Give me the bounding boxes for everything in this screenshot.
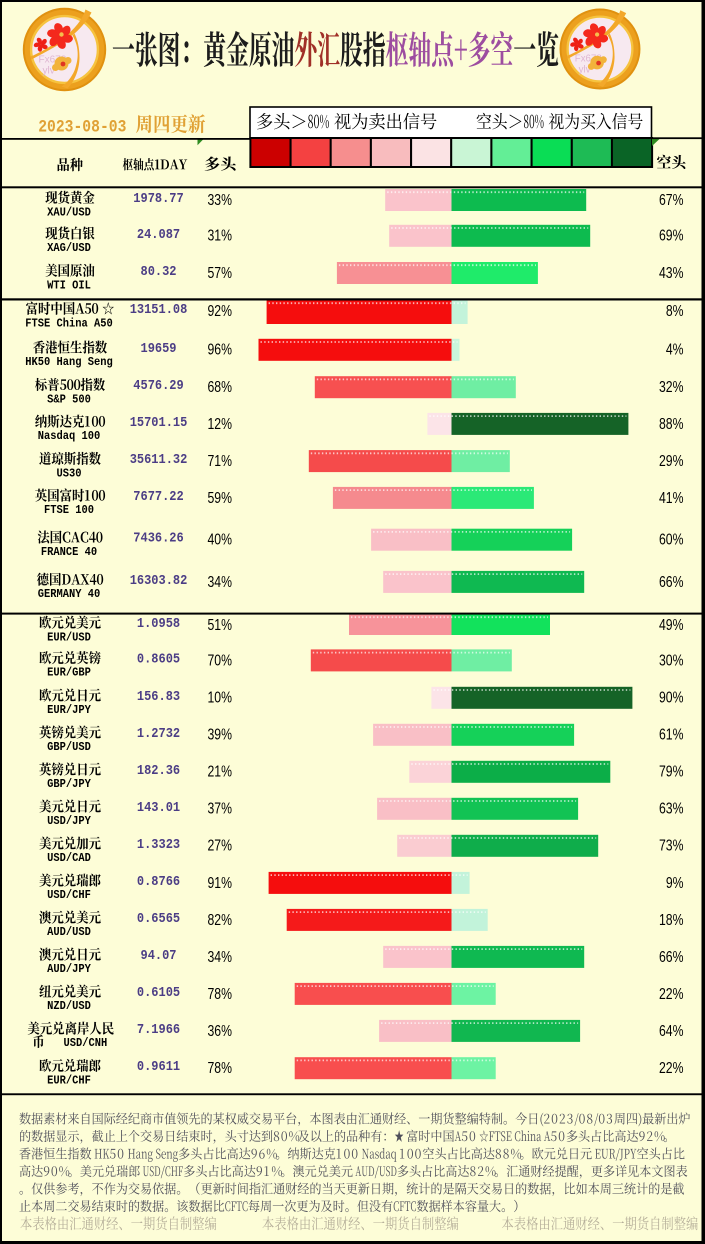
- svg-text:0.8605: 0.8605: [137, 651, 180, 667]
- svg-text:0.6565: 0.6565: [137, 910, 180, 926]
- svg-text:64%: 64%: [659, 1021, 683, 1039]
- svg-text:EUR/CHF: EUR/CHF: [47, 1074, 91, 1088]
- svg-text:73%: 73%: [659, 836, 683, 854]
- svg-text:182.36: 182.36: [137, 762, 180, 778]
- svg-text:36%: 36%: [208, 1021, 232, 1039]
- svg-text:78%: 78%: [208, 1059, 232, 1077]
- svg-text:79%: 79%: [659, 762, 683, 780]
- svg-text:82%: 82%: [208, 910, 232, 928]
- svg-text:7436.26: 7436.26: [133, 530, 184, 546]
- svg-text:19659: 19659: [141, 340, 177, 356]
- svg-text:22%: 22%: [659, 984, 683, 1002]
- svg-text:92%: 92%: [208, 301, 232, 319]
- svg-text:21%: 21%: [208, 762, 232, 780]
- svg-text:68%: 68%: [208, 378, 232, 396]
- svg-text:0.9611: 0.9611: [137, 1058, 180, 1074]
- svg-text:29%: 29%: [659, 452, 683, 470]
- svg-text:13151.08: 13151.08: [130, 301, 188, 317]
- svg-text:1.0958: 1.0958: [137, 615, 180, 631]
- svg-text:66%: 66%: [659, 947, 683, 965]
- svg-text:S&P 500: S&P 500: [47, 393, 91, 407]
- svg-text:WTI OIL: WTI OIL: [47, 279, 91, 293]
- svg-text:71%: 71%: [208, 452, 232, 470]
- svg-text:0.6105: 0.6105: [137, 984, 180, 1000]
- svg-text:49%: 49%: [659, 615, 683, 633]
- svg-text:FRANCE 40: FRANCE 40: [41, 545, 97, 559]
- svg-text:GBP/JPY: GBP/JPY: [47, 777, 91, 791]
- svg-text:61%: 61%: [659, 725, 683, 743]
- svg-text:10%: 10%: [208, 688, 232, 706]
- svg-text:37%: 37%: [208, 799, 232, 817]
- svg-text:1.3323: 1.3323: [137, 836, 180, 852]
- svg-text:9%: 9%: [666, 873, 684, 891]
- svg-text:96%: 96%: [208, 340, 232, 358]
- svg-text:EUR/USD: EUR/USD: [47, 631, 91, 645]
- svg-text:156.83: 156.83: [137, 688, 180, 704]
- svg-text:143.01: 143.01: [137, 799, 180, 815]
- svg-text:63%: 63%: [659, 799, 683, 817]
- svg-text:60%: 60%: [659, 530, 683, 548]
- svg-text:AUD/USD: AUD/USD: [47, 925, 91, 939]
- svg-text:30%: 30%: [659, 651, 683, 669]
- svg-text:4%: 4%: [666, 340, 684, 358]
- svg-text:USD/CAD: USD/CAD: [47, 851, 91, 865]
- svg-text:EUR/JPY: EUR/JPY: [47, 703, 91, 717]
- svg-text:FTSE China A50: FTSE China A50: [25, 317, 113, 331]
- svg-text:39%: 39%: [208, 725, 232, 743]
- svg-text:2023-08-03: 2023-08-03: [38, 117, 126, 136]
- svg-text:43%: 43%: [659, 263, 683, 281]
- svg-text:32%: 32%: [659, 378, 683, 396]
- svg-text:16303.82: 16303.82: [130, 572, 188, 588]
- svg-text:Nasdaq 100: Nasdaq 100: [38, 429, 101, 443]
- svg-text:66%: 66%: [659, 572, 683, 590]
- svg-text:EUR/GBP: EUR/GBP: [47, 666, 91, 680]
- svg-text:XAU/USD: XAU/USD: [47, 206, 91, 220]
- svg-text:34%: 34%: [208, 572, 232, 590]
- svg-text:HK50 Hang Seng: HK50 Hang Seng: [25, 355, 113, 369]
- svg-text:94.07: 94.07: [141, 947, 177, 963]
- svg-text:51%: 51%: [208, 615, 232, 633]
- svg-text:GBP/USD: GBP/USD: [47, 740, 91, 754]
- svg-text:69%: 69%: [659, 226, 683, 244]
- svg-text:XAG/USD: XAG/USD: [47, 241, 91, 255]
- svg-text:88%: 88%: [659, 414, 683, 432]
- svg-text:67%: 67%: [659, 190, 683, 208]
- svg-text:59%: 59%: [208, 488, 232, 506]
- svg-text:USD/JPY: USD/JPY: [47, 814, 91, 828]
- svg-text:FTSE 100: FTSE 100: [44, 503, 94, 517]
- svg-text:US30: US30: [57, 467, 82, 481]
- svg-text:18%: 18%: [659, 910, 683, 928]
- svg-text:NZD/USD: NZD/USD: [47, 999, 91, 1013]
- svg-text:31%: 31%: [208, 226, 232, 244]
- svg-text:7677.22: 7677.22: [133, 488, 183, 504]
- svg-text:1.2732: 1.2732: [137, 725, 180, 741]
- svg-text:90%: 90%: [659, 688, 683, 706]
- svg-text:AUD/JPY: AUD/JPY: [47, 962, 91, 976]
- svg-text:35611.32: 35611.32: [130, 451, 188, 467]
- svg-text:70%: 70%: [208, 651, 232, 669]
- svg-text:0.8766: 0.8766: [137, 873, 180, 889]
- svg-text:57%: 57%: [208, 263, 232, 281]
- svg-text:15701.15: 15701.15: [130, 414, 188, 430]
- svg-text:41%: 41%: [659, 488, 683, 506]
- svg-text:7.1966: 7.1966: [137, 1021, 180, 1037]
- svg-text:1978.77: 1978.77: [133, 190, 183, 206]
- svg-text:24.087: 24.087: [137, 226, 180, 242]
- svg-text:22%: 22%: [659, 1059, 683, 1077]
- svg-text:80.32: 80.32: [141, 263, 177, 279]
- svg-text:USD/CNH: USD/CNH: [64, 1036, 108, 1050]
- svg-text:78%: 78%: [208, 984, 232, 1002]
- svg-text:4576.29: 4576.29: [133, 377, 183, 393]
- svg-text:91%: 91%: [208, 873, 232, 891]
- svg-text:USD/CHF: USD/CHF: [47, 888, 91, 902]
- svg-text:GERMANY 40: GERMANY 40: [38, 587, 101, 601]
- svg-text:8%: 8%: [666, 301, 684, 319]
- svg-text:27%: 27%: [208, 836, 232, 854]
- svg-text:34%: 34%: [208, 947, 232, 965]
- svg-text:33%: 33%: [208, 190, 232, 208]
- svg-text:40%: 40%: [208, 530, 232, 548]
- svg-text:12%: 12%: [208, 414, 232, 432]
